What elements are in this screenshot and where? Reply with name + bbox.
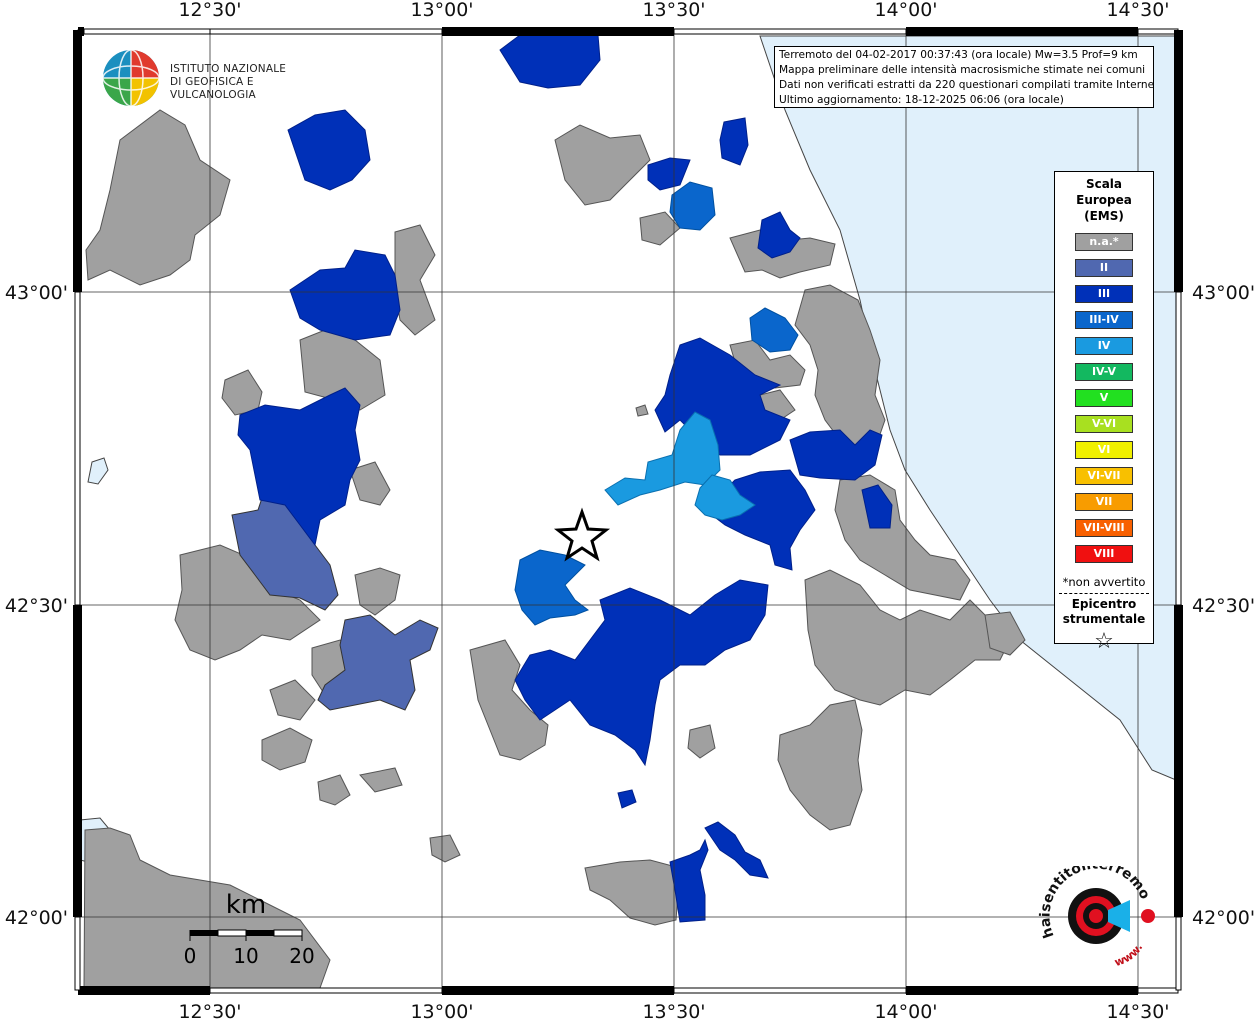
lon-labels-bottom: 12°30' 13°00' 13°30' 14°00' 14°30' — [178, 1001, 1169, 1023]
legend-swatch: VI — [1075, 441, 1133, 459]
legend-title-line: Europea — [1076, 193, 1132, 207]
legend-swatch: VIII — [1075, 545, 1133, 563]
event-info-line: Ultimo aggiornamento: 18-12-2025 06:06 (… — [779, 94, 1064, 106]
lon-labels-top: 12°30' 13°00' 13°30' 14°00' 14°30' — [178, 0, 1169, 21]
lat-label: 42°00' — [5, 907, 68, 929]
ingv-name-line1: ISTITUTO NAZIONALE — [170, 63, 287, 75]
ingv-name-line2: DI GEOFISICA E VULCANOLOGIA — [170, 76, 256, 101]
lon-label: 12°30' — [178, 1001, 241, 1023]
hsit-logo: haisentitoilterremoto.it www. — [1031, 854, 1164, 976]
legend-swatch: II — [1075, 259, 1133, 277]
lake-trasimeno — [87, 457, 109, 485]
lat-label: 43°00' — [1192, 282, 1255, 304]
event-info-line: Terremoto del 04-02-2017 00:37:43 (ora l… — [779, 49, 1138, 61]
ems-legend: Scala Europea (EMS) n.a.* II III III-IV IV IV… — [1054, 171, 1154, 654]
lat-labels-right: 43°00' 42°30' 42°00' — [1192, 282, 1255, 929]
intensity-iv — [604, 411, 756, 521]
legend-swatch: VII — [1075, 493, 1133, 511]
legend-items: n.a.* II III III-IV IV IV-V V V-VI VI VI-VII VII VI… — [1055, 233, 1153, 563]
event-info-box: Terremoto del 04-02-2017 00:37:43 (ora l… — [774, 46, 1154, 108]
legend-title-line: (EMS) — [1084, 209, 1124, 223]
hsit-emblem: haisentitoilterremoto.it www. — [1031, 854, 1155, 969]
scale-tick-label: 0 — [184, 944, 197, 968]
intensity-iii-iv — [514, 181, 799, 626]
hsit-logo-url: www. — [1113, 941, 1145, 969]
scale-tick-label: 10 — [233, 944, 258, 968]
lon-label: 12°30' — [178, 0, 241, 21]
lat-label: 43°00' — [5, 282, 68, 304]
legend-swatch: V-VI — [1075, 415, 1133, 433]
ingv-logo: ISTITUTO NAZIONALE DI GEOFISICA E VULCAN… — [100, 47, 320, 109]
scale-bar: km 0 10 20 — [184, 890, 315, 968]
lon-label: 13°30' — [642, 1001, 705, 1023]
lat-label: 42°00' — [1192, 907, 1255, 929]
lon-label: 14°30' — [1106, 1001, 1169, 1023]
legend-divider — [1059, 593, 1149, 594]
lon-label: 13°00' — [410, 1001, 473, 1023]
legend-star-icon: ☆ — [1094, 629, 1114, 654]
legend-swatch: IV — [1075, 337, 1133, 355]
legend-epicenter-line: strumentale — [1062, 612, 1146, 626]
lon-label: 13°00' — [410, 0, 473, 21]
event-info-line: Dati non verificati estratti da 220 ques… — [779, 79, 1154, 91]
legend-swatch: IV-V — [1075, 363, 1133, 381]
legend-swatch: III-IV — [1075, 311, 1133, 329]
legend-swatch: VI-VII — [1075, 467, 1133, 485]
graticule — [76, 30, 1182, 994]
lon-label: 14°00' — [874, 0, 937, 21]
event-info-line: Mappa preliminare delle intensità macros… — [779, 64, 1146, 76]
scale-tick-label: 20 — [289, 944, 314, 968]
lat-labels-left: 43°00' 42°30' 42°00' — [5, 282, 68, 929]
legend-swatch: V — [1075, 389, 1133, 407]
legend-note: *non avvertito — [1062, 575, 1146, 589]
lon-label: 13°30' — [642, 0, 705, 21]
lon-label: 14°30' — [1106, 0, 1169, 21]
lon-label: 14°00' — [874, 1001, 937, 1023]
legend-swatch: VII-VIII — [1075, 519, 1133, 537]
svg-text:www.: www. — [1113, 941, 1145, 969]
lat-label: 42°30' — [1192, 595, 1255, 617]
map-frame — [73, 27, 1183, 995]
legend-epicenter-line: Epicentro — [1071, 597, 1137, 611]
intensity-iii — [237, 34, 893, 923]
lat-label: 42°30' — [5, 595, 68, 617]
epicenter-star-icon — [553, 507, 611, 562]
globe-icon — [102, 49, 160, 107]
scale-unit: km — [226, 890, 266, 920]
legend-title-line: Scala — [1085, 177, 1123, 191]
legend-swatch: III — [1075, 285, 1133, 303]
legend-swatch: n.a.* — [1075, 233, 1133, 251]
intensity-ii — [231, 497, 439, 711]
